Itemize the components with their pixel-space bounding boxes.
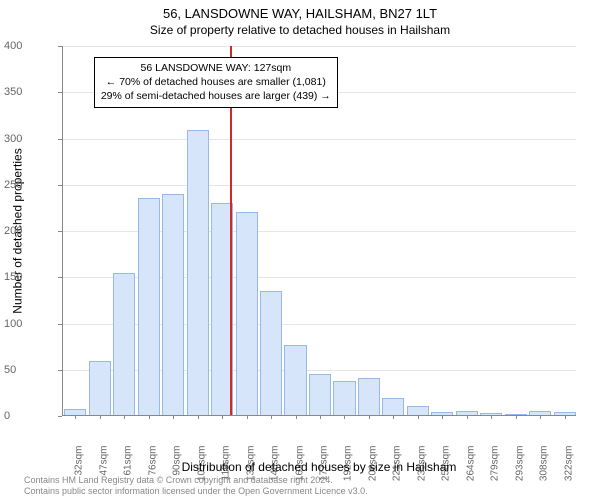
chart-subtitle: Size of property relative to detached ho… <box>0 21 600 37</box>
ytick-mark <box>58 231 62 232</box>
histogram-bar <box>309 374 331 415</box>
ytick-label: 300 <box>4 133 58 145</box>
ytick-mark <box>58 92 62 93</box>
xtick-mark <box>442 415 443 419</box>
ytick-mark <box>58 139 62 140</box>
xtick-mark <box>565 415 566 419</box>
ytick-label: 150 <box>4 271 58 283</box>
chart-title: 56, LANSDOWNE WAY, HAILSHAM, BN27 1LT <box>0 0 600 21</box>
histogram-bar <box>260 291 282 415</box>
xtick-mark <box>491 415 492 419</box>
ytick-label: 250 <box>4 179 58 191</box>
ytick-mark <box>58 324 62 325</box>
ytick-mark <box>58 46 62 47</box>
histogram-bar <box>284 345 306 415</box>
histogram-bar <box>333 381 355 415</box>
gridline <box>63 139 576 140</box>
gridline <box>63 46 576 47</box>
xtick-mark <box>198 415 199 419</box>
histogram-bar <box>162 194 184 415</box>
xtick-mark <box>296 415 297 419</box>
xtick-mark <box>418 415 419 419</box>
histogram-bar <box>138 198 160 415</box>
ytick-mark <box>58 185 62 186</box>
xtick-mark <box>247 415 248 419</box>
xtick-mark <box>222 415 223 419</box>
annotation-line2: ← 70% of detached houses are smaller (1,… <box>101 75 331 89</box>
y-ticks: 050100150200250300350400 <box>0 46 58 416</box>
xtick-mark <box>369 415 370 419</box>
ytick-label: 350 <box>4 86 58 98</box>
ytick-label: 200 <box>4 225 58 237</box>
ytick-label: 0 <box>4 410 58 422</box>
annotation-line3: 29% of semi-detached houses are larger (… <box>101 89 331 103</box>
ytick-mark <box>58 416 62 417</box>
annotation-box: 56 LANSDOWNE WAY: 127sqm ← 70% of detach… <box>94 57 338 108</box>
histogram-bar <box>236 212 258 416</box>
histogram-bar <box>89 361 111 415</box>
xtick-mark <box>320 415 321 419</box>
xtick-mark <box>173 415 174 419</box>
ytick-mark <box>58 277 62 278</box>
chart-plot-area: 32sqm47sqm61sqm76sqm90sqm105sqm119sqm134… <box>62 46 576 416</box>
histogram-bar <box>382 398 404 415</box>
ytick-label: 100 <box>4 318 58 330</box>
xtick-mark <box>540 415 541 419</box>
ytick-label: 400 <box>4 40 58 52</box>
xtick-mark <box>149 415 150 419</box>
histogram-bar <box>407 406 429 415</box>
annotation-line1: 56 LANSDOWNE WAY: 127sqm <box>101 61 331 75</box>
xtick-mark <box>516 415 517 419</box>
xtick-mark <box>344 415 345 419</box>
xtick-mark <box>75 415 76 419</box>
histogram-bar <box>358 378 380 415</box>
histogram-bar <box>187 130 209 415</box>
ytick-mark <box>58 370 62 371</box>
xtick-mark <box>124 415 125 419</box>
xtick-mark <box>271 415 272 419</box>
xtick-mark <box>100 415 101 419</box>
attribution-text: Contains HM Land Registry data © Crown c… <box>24 475 368 497</box>
ytick-label: 50 <box>4 364 58 376</box>
x-axis-label: Distribution of detached houses by size … <box>62 460 576 474</box>
xtick-mark <box>393 415 394 419</box>
xtick-mark <box>467 415 468 419</box>
histogram-bar <box>113 273 135 415</box>
gridline <box>63 185 576 186</box>
